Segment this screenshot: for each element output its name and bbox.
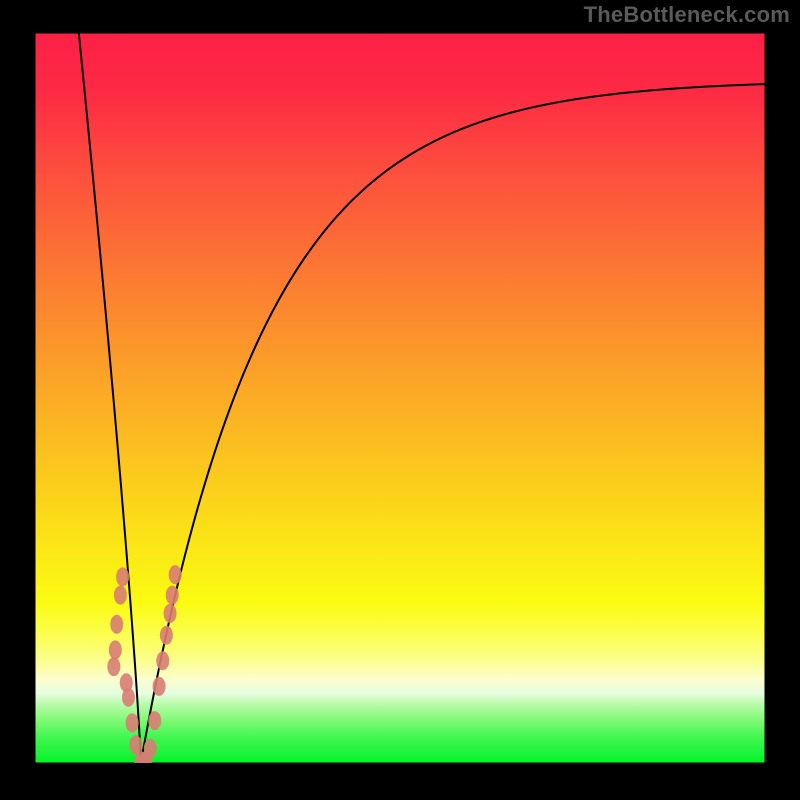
- data-marker: [126, 713, 139, 732]
- data-marker: [166, 586, 179, 605]
- data-marker: [169, 565, 182, 584]
- plot-background: [35, 33, 765, 763]
- chart-svg: [0, 0, 800, 800]
- data-marker: [164, 604, 177, 623]
- data-marker: [156, 651, 169, 670]
- data-marker: [109, 640, 122, 659]
- data-marker: [122, 688, 135, 707]
- data-marker: [114, 586, 127, 605]
- data-marker: [153, 677, 166, 696]
- data-marker: [110, 615, 123, 634]
- chart-stage: TheBottleneck.com: [0, 0, 800, 800]
- data-marker: [148, 711, 161, 730]
- data-marker: [116, 567, 129, 586]
- data-marker: [144, 739, 157, 758]
- data-marker: [107, 657, 120, 676]
- data-marker: [160, 626, 173, 645]
